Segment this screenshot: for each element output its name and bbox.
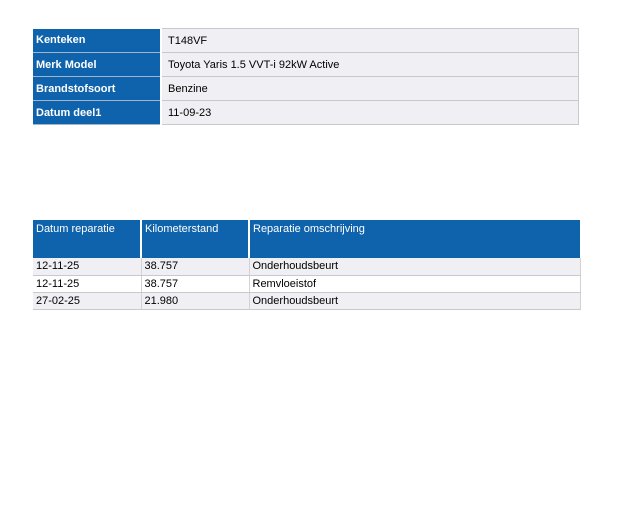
repair-history-table: Datum reparatie Kilometerstand Reparatie… <box>33 220 581 310</box>
repair-header-row: Datum reparatie Kilometerstand Reparatie… <box>33 220 580 258</box>
info-value-brandstofsoort: Benzine <box>160 76 579 101</box>
repair-row: 12-11-25 38.757 Onderhoudsbeurt <box>33 258 581 276</box>
repair-cell-kilometerstand: 38.757 <box>141 275 250 293</box>
repair-row: 27-02-25 21.980 Onderhoudsbeurt <box>33 292 581 310</box>
info-label-merk-model: Merk Model <box>33 52 161 77</box>
info-row-merk-model: Merk Model Toyota Yaris 1.5 VVT-i 92kW A… <box>33 52 579 77</box>
repair-cell-omschrijving: Onderhoudsbeurt <box>249 292 581 310</box>
repair-cell-omschrijving: Remvloeistof <box>249 275 581 293</box>
repair-cell-kilometerstand: 38.757 <box>141 258 250 276</box>
repair-row: 12-11-25 38.757 Remvloeistof <box>33 275 581 293</box>
column-header-datum-reparatie: Datum reparatie <box>33 220 142 258</box>
info-value-kenteken: T148VF <box>160 28 579 53</box>
info-label-datum-deel1: Datum deel1 <box>33 100 161 125</box>
info-label-brandstofsoort: Brandstofsoort <box>33 76 161 101</box>
info-value-datum-deel1: 11-09-23 <box>160 100 579 125</box>
repair-cell-datum: 12-11-25 <box>33 258 142 276</box>
column-header-kilometerstand: Kilometerstand <box>141 220 250 258</box>
info-row-kenteken: Kenteken T148VF <box>33 28 579 53</box>
info-label-kenteken: Kenteken <box>33 28 161 53</box>
repair-cell-omschrijving: Onderhoudsbeurt <box>249 258 581 276</box>
repair-cell-datum: 27-02-25 <box>33 292 142 310</box>
info-row-datum-deel1: Datum deel1 11-09-23 <box>33 100 579 125</box>
info-row-brandstofsoort: Brandstofsoort Benzine <box>33 76 579 101</box>
column-header-reparatie-omschrijving: Reparatie omschrijving <box>249 220 580 258</box>
repair-cell-datum: 12-11-25 <box>33 275 142 293</box>
info-value-merk-model: Toyota Yaris 1.5 VVT-i 92kW Active <box>160 52 579 77</box>
repair-cell-kilometerstand: 21.980 <box>141 292 250 310</box>
vehicle-info-table: Kenteken T148VF Merk Model Toyota Yaris … <box>33 28 579 125</box>
